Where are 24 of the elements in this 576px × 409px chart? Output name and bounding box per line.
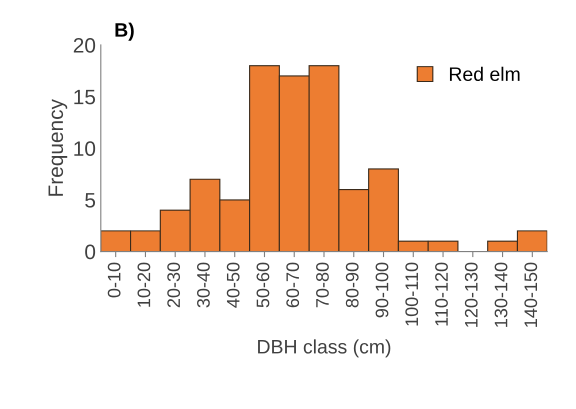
x-tick-label: 0-10 — [108, 262, 121, 298]
x-tick-label: 80-90 — [346, 262, 359, 308]
y-tick-label: 15 — [74, 90, 96, 104]
x-tick-label: 60-70 — [286, 262, 300, 308]
x-tick-label: 30-40 — [197, 262, 210, 308]
x-tick-label: 110-120 — [435, 262, 448, 326]
x-tick-label: 20-30 — [167, 262, 180, 308]
x-axis-title: DBH class (cm) — [258, 339, 390, 358]
x-tick-label: 130-140 — [494, 262, 508, 327]
x-tick-label: 70-80 — [316, 262, 329, 308]
x-tick-label: 50-60 — [256, 262, 270, 308]
x-tick-label: 100-110 — [405, 262, 418, 326]
x-tick-label: 120-130 — [464, 262, 478, 327]
y-tick-label: 5 — [85, 193, 96, 208]
chart-title: B) — [115, 22, 134, 41]
x-tick-label: 40-50 — [226, 262, 240, 308]
y-tick-label: 10 — [74, 141, 96, 156]
x-tick-label: 90-100 — [376, 262, 388, 318]
x-tick-label: 10-20 — [138, 262, 150, 307]
x-tick-label: 140-150 — [524, 262, 538, 327]
y-tick-label: 20 — [74, 38, 96, 53]
legend-label: Red elm — [450, 66, 520, 82]
y-axis-title: Frequency — [48, 99, 68, 196]
y-tick-label: 0 — [85, 244, 96, 260]
